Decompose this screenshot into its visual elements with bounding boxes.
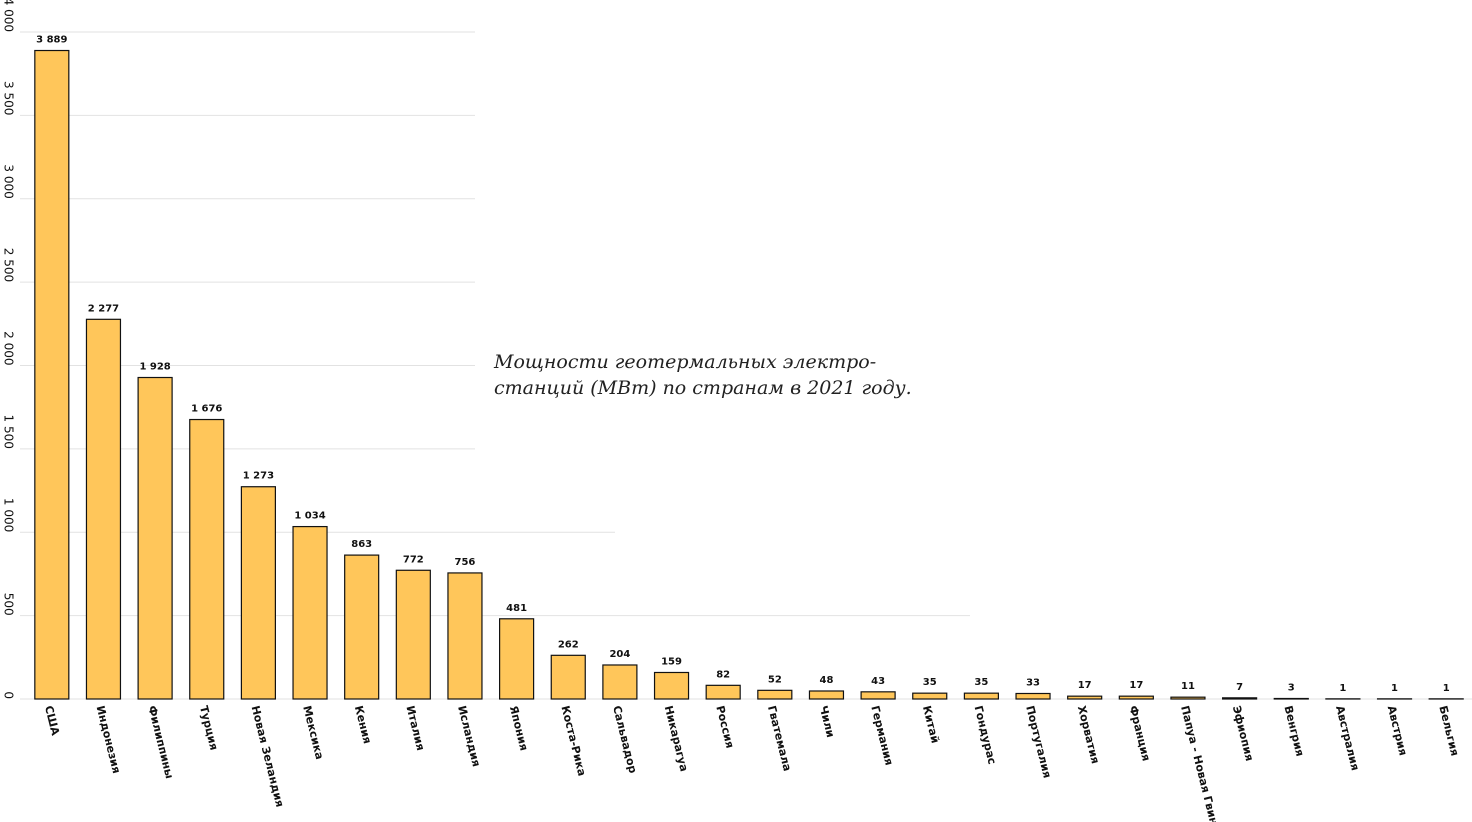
x-tick-label: Мексика (300, 704, 326, 761)
y-tick-label: 3 500 (2, 81, 16, 115)
value-label: 35 (923, 677, 937, 688)
x-tick-label: Новая Зеландия (249, 704, 287, 808)
y-tick-label: 4 000 (2, 0, 16, 32)
y-tick-label: 2 000 (2, 331, 16, 365)
x-tick-label: США (42, 704, 62, 737)
bar (344, 554, 380, 700)
value-label: 3 889 (36, 35, 67, 46)
x-tick-label: Эфиопия (1230, 704, 1256, 762)
y-tick-label: 1 000 (2, 498, 16, 532)
bar (602, 664, 638, 700)
bar (34, 49, 70, 700)
bar (808, 690, 845, 700)
bar (240, 486, 276, 700)
value-label: 159 (661, 656, 682, 667)
x-tick-label: Индонезия (94, 704, 123, 775)
value-label: 772 (403, 554, 424, 565)
value-label: 33 (1026, 677, 1040, 688)
value-label: 1 273 (243, 471, 274, 482)
x-tick-label: Турция (197, 704, 221, 751)
x-tick-label: Гватемала (765, 704, 794, 772)
bar (1118, 695, 1154, 700)
value-label: 17 (1078, 680, 1092, 691)
x-tick-label: Сальвадор (610, 704, 639, 774)
value-label: 48 (820, 675, 834, 686)
x-tick-label: Португалия (1023, 704, 1054, 779)
bar (137, 376, 173, 700)
y-tick-label: 1 500 (2, 415, 16, 449)
bar (550, 654, 586, 700)
bar (447, 572, 483, 700)
bar (1222, 697, 1258, 700)
value-label: 2 277 (88, 303, 119, 314)
value-label: 17 (1129, 680, 1143, 691)
bar (860, 691, 896, 700)
y-tick-label: 500 (2, 593, 16, 616)
value-label: 35 (974, 677, 988, 688)
bar (912, 692, 948, 700)
x-tick-label: Гондурас (972, 704, 999, 765)
x-tick-label: Бельгия (1436, 704, 1461, 757)
x-tick-label: Франция (1126, 704, 1152, 762)
x-tick-label: Чили (817, 704, 837, 739)
x-tick-label: Хорватия (1075, 704, 1102, 765)
value-label: 82 (716, 669, 730, 680)
value-label: 204 (609, 649, 630, 660)
bar (757, 689, 793, 700)
y-tick-label: 2 500 (2, 248, 16, 282)
bar (653, 671, 690, 700)
x-tick-label: Исландия (455, 704, 483, 768)
bar (1273, 697, 1309, 700)
bar (1170, 696, 1206, 700)
x-tick-label: Япония (507, 704, 531, 752)
bar (499, 618, 535, 700)
x-tick-label: Россия (713, 704, 736, 749)
chart-title: станций (МВт) по странам в 2021 году. (494, 377, 912, 399)
value-label: 1 (1391, 683, 1398, 694)
value-label: 262 (558, 639, 579, 650)
value-label: 1 676 (191, 404, 222, 415)
value-label: 1 (1339, 683, 1346, 694)
x-tick-label: Австралия (1333, 704, 1362, 772)
bar (963, 692, 999, 700)
value-label: 3 (1288, 682, 1295, 693)
bar (189, 418, 225, 700)
bar (1015, 692, 1051, 700)
value-label: 11 (1181, 681, 1195, 692)
x-tick-label: Австрия (1385, 704, 1410, 757)
chart-title: Мощности геотермальных электро- (493, 351, 876, 373)
value-label: 1 034 (294, 511, 325, 522)
x-tick-label: Германия (868, 704, 895, 766)
value-label: 43 (871, 676, 885, 687)
value-label: 1 928 (139, 362, 170, 373)
x-tick-label: Кения (352, 704, 374, 745)
x-tick-label: Папуа - Новая Гвинея (1178, 704, 1224, 822)
value-label: 863 (351, 539, 372, 550)
value-label: 52 (768, 674, 782, 685)
x-tick-label: Коста-Рика (558, 704, 588, 777)
x-tick-label: Италия (403, 704, 427, 752)
value-label: 7 (1236, 682, 1243, 693)
bar (292, 525, 328, 700)
value-label: 481 (506, 603, 527, 614)
bar (1067, 695, 1103, 700)
x-tick-label: Филиппины (145, 704, 176, 780)
bar (705, 684, 741, 700)
y-tick-label: 0 (2, 691, 16, 699)
y-tick-label: 3 000 (2, 164, 16, 198)
x-tick-label: Китай (920, 704, 942, 744)
bar (85, 318, 122, 700)
value-label: 1 (1443, 683, 1450, 694)
value-label: 756 (455, 557, 476, 568)
x-tick-label: Венгрия (1281, 704, 1306, 757)
x-tick-label: Никарагуа (662, 704, 691, 773)
bar (395, 569, 431, 700)
